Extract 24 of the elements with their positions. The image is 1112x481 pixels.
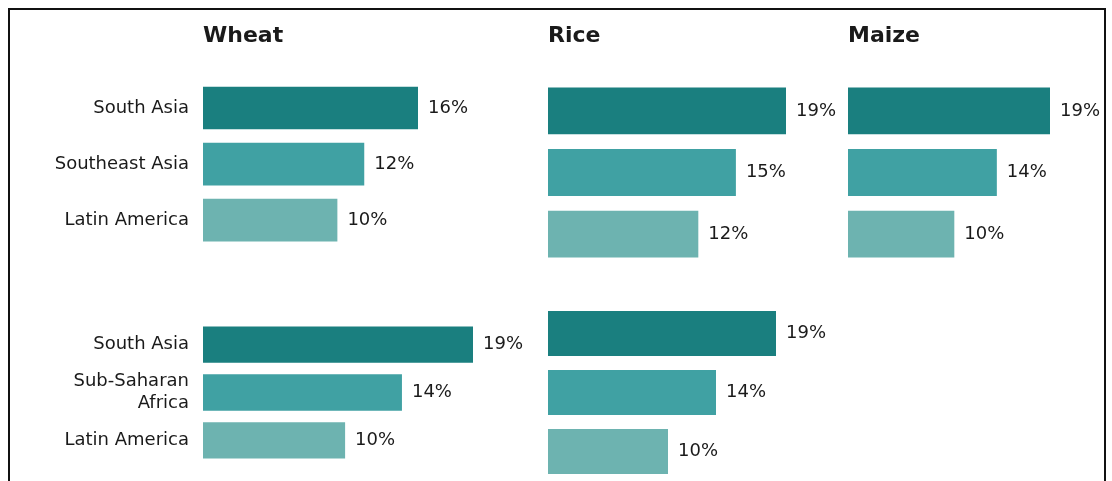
data-label: 19%	[483, 332, 524, 354]
y-tick-label: South Asia	[93, 95, 189, 117]
data-label: 14%	[411, 380, 452, 402]
data-label: 10%	[964, 221, 1005, 243]
data-label: 19%	[1060, 98, 1101, 120]
data-label: 15%	[745, 160, 786, 182]
data-label: 12%	[374, 151, 415, 173]
chart-title: Wheat	[203, 21, 284, 47]
y-tick-label: Latin America	[64, 427, 189, 449]
chart-title: Maize	[848, 21, 921, 47]
data-label: 19%	[786, 321, 827, 343]
y-tick-label: Sub-Saharan Africa	[73, 369, 189, 412]
data-label: 16%	[428, 95, 469, 117]
y-tick-label: South Asia	[93, 332, 189, 354]
y-tick-label: Southeast Asia	[54, 151, 189, 173]
data-label: 10%	[347, 207, 388, 229]
y-tick-label: Latin America	[64, 207, 189, 229]
data-label: 10%	[678, 439, 719, 461]
data-label: 12%	[708, 221, 749, 243]
data-label: 10%	[355, 427, 396, 449]
data-label: 14%	[726, 380, 767, 402]
chart-title: Rice	[548, 21, 601, 47]
data-label: 19%	[796, 98, 837, 120]
data-label: 14%	[1006, 160, 1047, 182]
